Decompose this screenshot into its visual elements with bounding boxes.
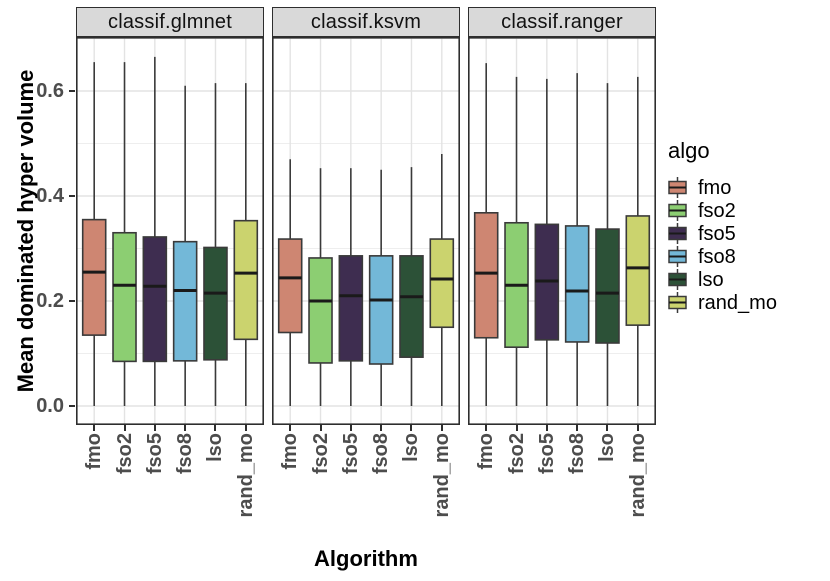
x-tick-mark: [380, 425, 383, 431]
x-axis-title: Algorithm: [314, 546, 418, 571]
x-tick-label-fso5: fso5: [535, 433, 558, 475]
x-tick-mark: [545, 425, 548, 431]
x-tick-label-fso8: fso8: [370, 433, 393, 475]
x-tick-label-fso8: fso8: [174, 433, 197, 475]
y-tick-mark: [69, 90, 75, 92]
boxplot-classif.ksvm-rand_mo: [429, 154, 455, 406]
legend-label: rand_mo: [698, 291, 777, 314]
boxplot-classif.ksvm-fso8: [368, 169, 394, 406]
legend-entry-fso8: fso8: [668, 245, 828, 268]
legend-entry-rand_mo: rand_mo: [668, 291, 828, 314]
boxplot-classif.glmnet-lso: [203, 83, 228, 406]
boxplot-classif.glmnet-fso5: [142, 56, 168, 406]
y-tick-label: 0.0: [36, 395, 64, 417]
x-tick-label-fso5: fso5: [339, 433, 362, 475]
legend-title: algo: [668, 138, 710, 163]
legend-label: fso2: [698, 199, 736, 222]
x-tick-label-fmo: fmo: [83, 433, 106, 470]
x-tick-mark: [123, 425, 126, 431]
legend-label: fso8: [698, 245, 736, 268]
legend-label: fso5: [698, 222, 736, 245]
legend-key-boxplot-icon: [668, 246, 687, 267]
x-tick-label-fso2: fso2: [505, 433, 528, 475]
x-tick-mark: [576, 425, 579, 431]
x-tick-mark: [636, 425, 639, 431]
x-tick-mark: [153, 425, 156, 431]
x-tick-label-fso5: fso5: [143, 433, 166, 475]
x-tick-mark: [349, 425, 352, 431]
x-tick-mark: [184, 425, 187, 431]
legend-entry-fso2: fso2: [668, 199, 828, 222]
legend-label: fmo: [698, 176, 732, 199]
facet-strip-classif.ksvm: classif.ksvm: [272, 7, 460, 37]
x-tick-label-fso2: fso2: [309, 433, 332, 475]
x-tick-mark: [93, 425, 96, 431]
x-tick-label-rand_mo: rand_mo: [430, 433, 453, 518]
x-tick-mark: [606, 425, 609, 431]
x-tick-label-fmo: fmo: [475, 433, 498, 470]
x-tick-label-fso2: fso2: [113, 433, 136, 475]
boxplot-classif.ksvm-fso5: [338, 168, 364, 406]
legend-entry-fso5: fso5: [668, 222, 828, 245]
x-tick-mark: [485, 425, 488, 431]
x-tick-mark: [319, 425, 322, 431]
boxplot-classif.ranger-fso2: [504, 76, 529, 406]
legend-key-boxplot-icon: [668, 269, 687, 290]
x-tick-mark: [410, 425, 413, 431]
legend-label: lso: [698, 268, 724, 291]
x-tick-mark: [289, 425, 292, 431]
x-tick-label-lso: lso: [596, 433, 619, 462]
boxplot-classif.glmnet-rand_mo: [233, 83, 259, 406]
x-tick-mark: [214, 425, 217, 431]
boxplot-classif.ranger-fmo: [473, 63, 499, 406]
x-tick-mark: [244, 425, 247, 431]
legend-key-boxplot-icon: [668, 177, 687, 198]
x-tick-label-rand_mo: rand_mo: [626, 433, 649, 518]
legend-key-boxplot-icon: [668, 292, 687, 313]
facet-strip-classif.ranger: classif.ranger: [468, 7, 656, 37]
facet-panel-classif.ranger: [468, 37, 656, 425]
facet-panel-classif.glmnet: [76, 37, 264, 425]
legend-key-boxplot-icon: [668, 200, 687, 221]
y-tick-label: 0.2: [36, 290, 64, 312]
x-tick-label-fmo: fmo: [279, 433, 302, 470]
boxplot-classif.glmnet-fmo: [81, 62, 107, 406]
x-tick-label-rand_mo: rand_mo: [234, 433, 257, 518]
legend-entry-lso: lso: [668, 268, 828, 291]
boxplot-classif.ksvm-fso2: [308, 168, 333, 406]
x-tick-label-lso: lso: [400, 433, 423, 462]
y-tick-label: 0.6: [36, 80, 64, 102]
y-tick-label: 0.4: [36, 185, 64, 207]
x-tick-mark: [440, 425, 443, 431]
legend: algo fmo fso2 fso5 fso8 lso rand_mo: [668, 138, 828, 314]
boxplot-classif.ksvm-fmo: [277, 159, 303, 406]
y-tick-mark: [69, 195, 75, 197]
x-tick-label-fso8: fso8: [566, 433, 589, 475]
x-tick-mark: [515, 425, 518, 431]
facet-strip-classif.glmnet: classif.glmnet: [76, 7, 264, 37]
boxplot-classif.ranger-fso8: [564, 73, 590, 406]
y-tick-mark: [69, 300, 75, 302]
boxplot-classif.ksvm-lso: [399, 167, 424, 406]
x-tick-label-lso: lso: [204, 433, 227, 462]
facet-panel-classif.ksvm: [272, 37, 460, 425]
boxplot-classif.ranger-lso: [595, 83, 620, 406]
boxplot-classif.glmnet-fso2: [112, 62, 137, 406]
boxplot-classif.glmnet-fso8: [172, 85, 198, 406]
legend-key-boxplot-icon: [668, 223, 687, 244]
legend-entry-fmo: fmo: [668, 176, 828, 199]
y-tick-mark: [69, 405, 75, 407]
legend-entries: fmo fso2 fso5 fso8 lso rand_mo: [668, 176, 828, 314]
boxplot-classif.ranger-rand_mo: [625, 76, 651, 406]
boxplot-classif.ranger-fso5: [534, 78, 560, 406]
